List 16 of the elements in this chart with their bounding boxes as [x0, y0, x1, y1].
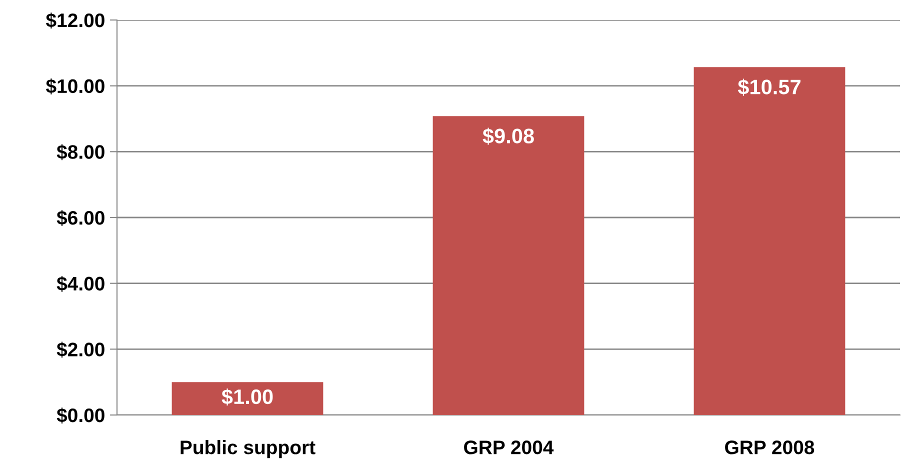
y-tick-label: $6.00	[56, 210, 104, 226]
data-label: $1.00	[222, 388, 273, 406]
bar	[172, 382, 324, 415]
x-tick-label: GRP 2008	[725, 440, 814, 454]
data-label: $9.08	[482, 128, 534, 145]
y-tick-label: $2.00	[56, 342, 104, 358]
bar	[694, 67, 846, 415]
y-tick-label: $12.00	[46, 12, 104, 28]
y-tick-label: $8.00	[56, 144, 104, 160]
x-tick-label: Public support	[180, 440, 316, 458]
data-label: $10.57	[738, 78, 800, 96]
y-tick-label: $0.00	[56, 408, 104, 424]
x-tick-label: GRP 2004	[464, 440, 554, 454]
y-tick-label: $10.00	[46, 78, 104, 94]
bar	[432, 116, 584, 415]
y-tick-label: $4.00	[56, 276, 104, 292]
